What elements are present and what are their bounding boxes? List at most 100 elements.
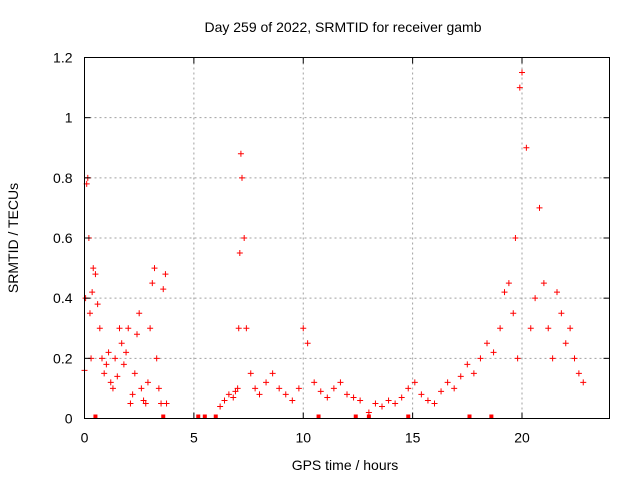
data-point bbox=[337, 379, 344, 386]
data-point bbox=[501, 289, 508, 296]
data-point bbox=[230, 394, 237, 401]
zero-value-marker bbox=[406, 414, 411, 419]
data-point bbox=[532, 295, 539, 302]
data-point bbox=[418, 391, 425, 398]
data-point bbox=[571, 355, 578, 362]
data-point bbox=[317, 388, 324, 395]
data-point bbox=[295, 385, 302, 392]
zero-value-marker bbox=[213, 414, 218, 419]
data-point bbox=[112, 355, 119, 362]
data-point bbox=[545, 325, 552, 332]
data-point bbox=[490, 349, 497, 356]
data-point bbox=[300, 325, 307, 332]
data-point bbox=[160, 286, 167, 293]
data-point bbox=[424, 397, 431, 404]
data-point bbox=[438, 388, 445, 395]
y-tick-label: 0.2 bbox=[53, 350, 73, 366]
data-point bbox=[138, 385, 145, 392]
data-point bbox=[107, 379, 114, 386]
y-tick-label: 0.6 bbox=[53, 230, 73, 246]
grid-lines bbox=[84, 57, 610, 419]
data-point bbox=[241, 235, 248, 241]
data-point bbox=[237, 150, 244, 157]
x-axis-label: GPS time / hours bbox=[292, 457, 399, 473]
data-point bbox=[142, 400, 149, 407]
data-point bbox=[540, 280, 547, 287]
data-point bbox=[147, 325, 154, 332]
data-point bbox=[464, 361, 471, 368]
data-point bbox=[234, 385, 241, 392]
data-point bbox=[304, 340, 311, 347]
data-point bbox=[519, 69, 525, 76]
zero-value-marker bbox=[196, 414, 201, 419]
zero-value-marker bbox=[467, 414, 472, 419]
data-point bbox=[120, 361, 127, 368]
data-point bbox=[123, 349, 130, 356]
x-tick-label: 5 bbox=[190, 430, 198, 446]
data-point bbox=[324, 394, 331, 401]
data-point bbox=[94, 301, 101, 308]
data-point bbox=[516, 84, 523, 91]
data-point bbox=[236, 250, 243, 257]
data-point bbox=[162, 271, 169, 278]
data-point bbox=[134, 331, 140, 338]
data-point bbox=[357, 397, 364, 404]
data-point bbox=[372, 400, 379, 407]
data-point bbox=[217, 403, 224, 410]
zero-value-marker bbox=[353, 414, 358, 419]
y-tick-label: 0 bbox=[65, 411, 73, 427]
x-tick-label: 20 bbox=[514, 430, 530, 446]
data-point bbox=[163, 400, 170, 407]
data-point bbox=[411, 379, 418, 386]
y-tick-label: 1 bbox=[65, 110, 73, 126]
data-point bbox=[282, 391, 289, 398]
data-point bbox=[269, 370, 276, 377]
data-point bbox=[431, 400, 438, 407]
data-point bbox=[510, 310, 517, 317]
data-point bbox=[221, 397, 228, 404]
data-point bbox=[149, 280, 156, 287]
zero-value-marker bbox=[366, 414, 371, 419]
data-points bbox=[81, 69, 587, 419]
data-point bbox=[523, 144, 530, 151]
data-point bbox=[116, 325, 123, 332]
zero-value-marker bbox=[161, 414, 166, 419]
data-point bbox=[385, 397, 392, 404]
data-point bbox=[92, 271, 99, 278]
zero-value-marker bbox=[316, 414, 321, 419]
data-point bbox=[125, 325, 132, 332]
data-point bbox=[96, 325, 103, 332]
axis-ticks bbox=[84, 57, 610, 419]
data-point bbox=[580, 379, 587, 386]
data-point bbox=[365, 409, 372, 416]
data-point bbox=[330, 385, 337, 392]
y-tick-label: 0.4 bbox=[53, 290, 73, 306]
y-tick-label: 1.2 bbox=[53, 50, 73, 66]
data-point bbox=[477, 355, 484, 362]
data-point bbox=[140, 397, 147, 404]
data-point bbox=[276, 385, 283, 392]
data-point bbox=[225, 391, 232, 398]
data-point bbox=[484, 340, 490, 347]
data-point bbox=[114, 373, 121, 380]
data-point bbox=[129, 391, 136, 398]
zero-value-marker bbox=[202, 414, 207, 419]
y-tick-label: 0.8 bbox=[53, 170, 73, 186]
data-point bbox=[90, 265, 97, 272]
data-point bbox=[243, 325, 250, 332]
data-point bbox=[263, 379, 270, 386]
data-point bbox=[127, 400, 134, 407]
x-tick-labels: 0 5 10 15 20 bbox=[81, 430, 530, 446]
data-point bbox=[289, 397, 296, 404]
data-point bbox=[86, 310, 93, 317]
data-point bbox=[235, 325, 242, 332]
data-point bbox=[311, 379, 318, 386]
x-tick-label: 0 bbox=[81, 430, 89, 446]
data-point bbox=[549, 355, 556, 362]
data-point bbox=[350, 394, 357, 401]
zero-value-marker bbox=[93, 414, 98, 419]
data-point bbox=[155, 385, 162, 392]
chart-title: Day 259 of 2022, SRMTID for receiver gam… bbox=[204, 19, 481, 35]
data-point bbox=[562, 340, 569, 347]
